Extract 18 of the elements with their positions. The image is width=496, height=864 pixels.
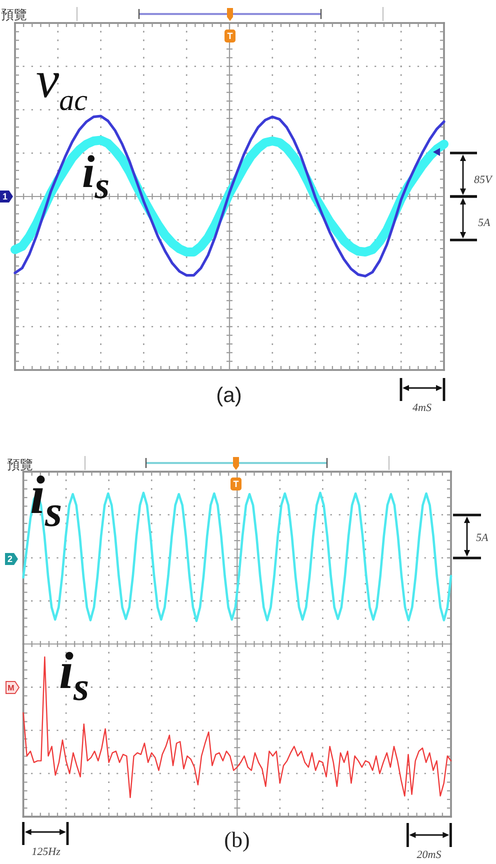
text: (a): [216, 384, 242, 407]
text: 85V: [474, 174, 493, 186]
text: 5A: [476, 532, 488, 544]
text: 20mS: [416, 849, 442, 861]
text: 5A: [478, 217, 490, 229]
series-label: i$_{s}$: [59, 643, 90, 709]
text: T: [227, 31, 234, 42]
text: 2: [7, 554, 13, 564]
series-label: i$_{s}$: [82, 146, 110, 207]
chart-title: 預覽: [1, 8, 27, 23]
series-label: v$_{ac}$: [36, 52, 88, 117]
chart-title: 預覽: [7, 458, 33, 473]
text: 4mS: [412, 402, 432, 414]
text: 1: [2, 192, 8, 202]
text: 125Hz: [32, 846, 62, 858]
text: (b): [224, 827, 250, 852]
text: M: [8, 683, 15, 692]
text: T: [233, 479, 240, 490]
